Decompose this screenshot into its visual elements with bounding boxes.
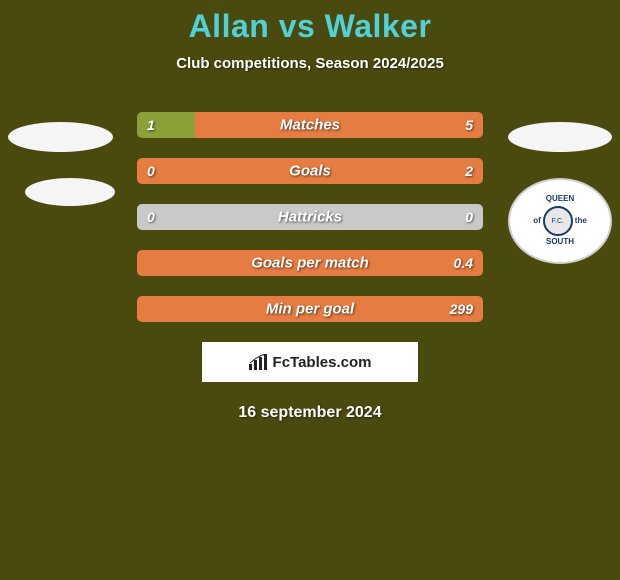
logo-text: FcTables.com bbox=[273, 354, 372, 371]
badge-text-bottom: SOUTH bbox=[546, 238, 574, 247]
stat-value-left: 1 bbox=[147, 117, 155, 133]
date-text: 16 september 2024 bbox=[0, 404, 620, 422]
stat-row: Min per goal 299 bbox=[137, 296, 483, 322]
stat-row: Hattricks 0 0 bbox=[137, 204, 483, 230]
stat-value-right: 299 bbox=[450, 301, 473, 317]
player1-avatar-top bbox=[8, 122, 113, 152]
player2-name: Walker bbox=[325, 8, 432, 44]
stat-value-right: 5 bbox=[465, 117, 473, 133]
badge-text-top: QUEEN bbox=[546, 195, 574, 204]
stat-label: Goals bbox=[289, 163, 331, 180]
stat-row: Goals per match 0.4 bbox=[137, 250, 483, 276]
stats-panel: Matches 1 5 Goals 0 2 Hattricks 0 0 Goals per mat… bbox=[137, 112, 483, 322]
subtitle: Club competitions, Season 2024/2025 bbox=[0, 55, 620, 72]
stat-label: Min per goal bbox=[266, 301, 354, 318]
vs-text: vs bbox=[279, 8, 316, 44]
stat-value-right: 0.4 bbox=[454, 255, 473, 271]
source-logo: FcTables.com bbox=[202, 342, 418, 382]
player1-name: Allan bbox=[189, 8, 270, 44]
stat-label: Hattricks bbox=[278, 209, 342, 226]
stat-value-right: 0 bbox=[465, 209, 473, 225]
stat-row: Goals 0 2 bbox=[137, 158, 483, 184]
title: Allan vs Walker bbox=[0, 8, 620, 45]
player2-avatar-top bbox=[508, 122, 612, 152]
player1-avatar-bottom bbox=[25, 178, 115, 206]
badge-text-left: of bbox=[533, 217, 541, 226]
bar-left bbox=[137, 112, 195, 138]
player2-club-badge: QUEEN of F.C. the SOUTH bbox=[508, 178, 612, 264]
badge-crest-icon: F.C. bbox=[543, 206, 573, 236]
stat-label: Goals per match bbox=[251, 255, 369, 272]
comparison-infographic: Allan vs Walker Club competitions, Seaso… bbox=[0, 0, 620, 422]
stat-value-left: 0 bbox=[147, 163, 155, 179]
stat-label: Matches bbox=[280, 117, 340, 134]
stat-value-right: 2 bbox=[465, 163, 473, 179]
stat-value-left: 0 bbox=[147, 209, 155, 225]
stat-row: Matches 1 5 bbox=[137, 112, 483, 138]
chart-icon bbox=[249, 354, 269, 370]
badge-text-right: the bbox=[575, 217, 587, 226]
